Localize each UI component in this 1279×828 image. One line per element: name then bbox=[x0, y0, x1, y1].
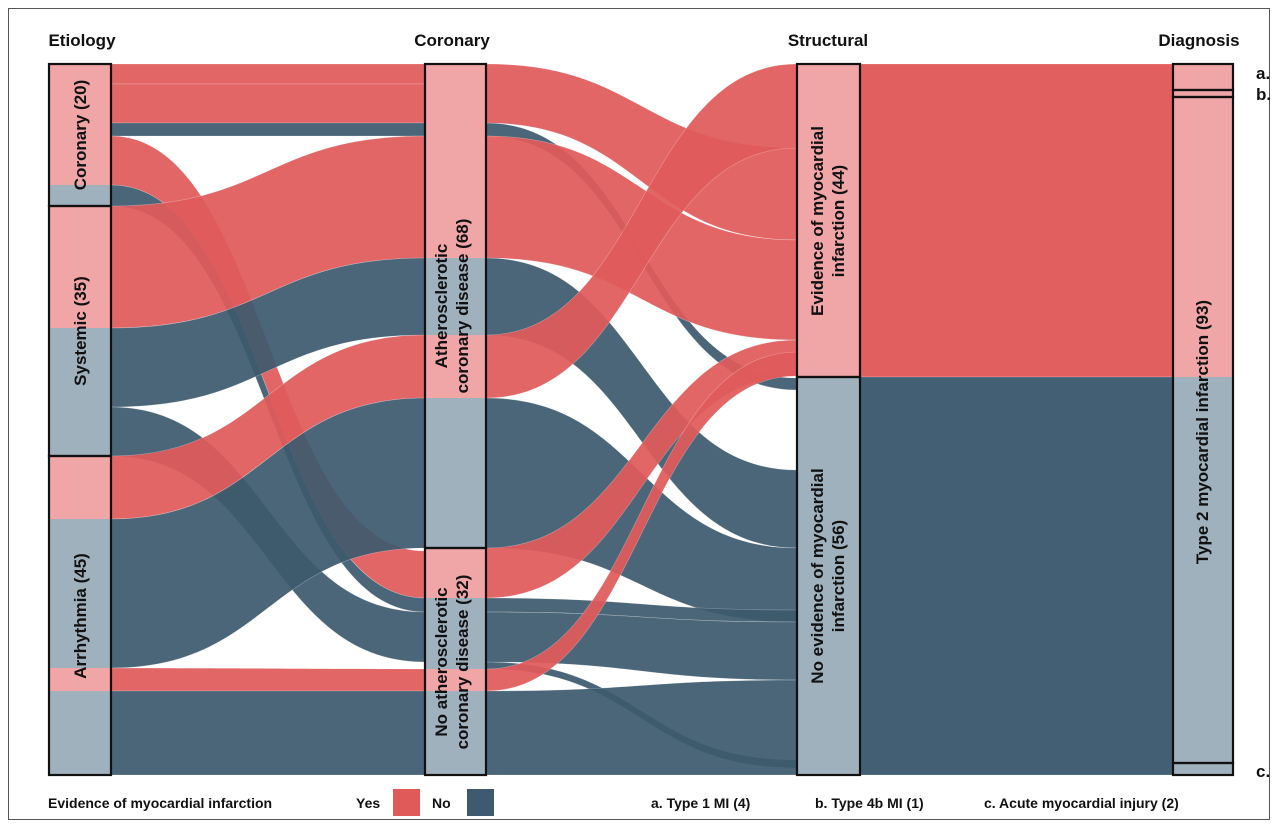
node-acute-injury bbox=[1173, 763, 1233, 775]
legend-a: a. Type 1 MI (4) bbox=[651, 795, 750, 811]
column-header-structural: Structural bbox=[788, 31, 868, 50]
node-noevidence bbox=[797, 377, 860, 775]
node-label-coronary: Coronary (20) bbox=[71, 80, 90, 191]
node-type2-no bbox=[1173, 377, 1233, 763]
node-label-a: a. bbox=[1256, 64, 1270, 83]
node-type2-yes bbox=[1173, 97, 1233, 377]
node-type1 bbox=[1173, 64, 1233, 90]
node-type4b bbox=[1173, 90, 1233, 97]
node-label-noathero-2: coronary disease (32) bbox=[453, 575, 472, 750]
link-arrhythmia-noathero-no bbox=[110, 690, 426, 776]
node-systemic-no bbox=[49, 328, 111, 456]
node-athero-yes-b bbox=[425, 335, 486, 398]
link-arrhythmia-noathero-yes bbox=[110, 667, 426, 692]
node-coronary-no bbox=[49, 185, 111, 206]
node-arrhythmia-no-b bbox=[49, 691, 111, 775]
node-label-noathero-1: No atherosclerotic bbox=[432, 587, 451, 736]
node-label-evidence-1: Evidence of myocardial bbox=[808, 126, 827, 316]
node-noathero-yes bbox=[425, 548, 486, 598]
column-header-etiology: Etiology bbox=[48, 31, 116, 50]
legend-yes-swatch bbox=[393, 789, 420, 816]
node-label-evidence-2: infarction (44) bbox=[829, 165, 848, 277]
flow-links bbox=[110, 63, 1174, 776]
node-label-noevidence-1: No evidence of myocardial bbox=[808, 468, 827, 683]
link-noathero-noevid-no-d bbox=[485, 679, 798, 776]
node-label-c: c. bbox=[1256, 762, 1270, 781]
node-noevidence-outline bbox=[795, 375, 862, 777]
node-coronary-yes bbox=[49, 64, 111, 185]
column-header-coronary: Coronary bbox=[414, 31, 490, 50]
node-label-athero-1: Atherosclerotic bbox=[432, 244, 451, 369]
node-arrhythmia-no bbox=[49, 519, 111, 668]
node-label-arrhythmia: Arrhythmia (45) bbox=[71, 553, 90, 679]
node-noathero-yes-b bbox=[425, 669, 486, 691]
node-arrhythmia-yes-b bbox=[49, 668, 111, 691]
link-coronary-athero-yes bbox=[110, 63, 426, 85]
node-athero-yes bbox=[425, 64, 486, 258]
legend-title: Evidence of myocardial infarction bbox=[48, 795, 272, 811]
node-athero-no-b bbox=[425, 398, 486, 548]
node-acute-injury-outline bbox=[1171, 761, 1235, 777]
node-noathero-no bbox=[425, 598, 486, 669]
legend-b: b. Type 4b MI (1) bbox=[815, 795, 924, 811]
link-coronary-athero-yes-b bbox=[110, 83, 426, 124]
node-noathero-no-b bbox=[425, 691, 486, 775]
node-label-systemic: Systemic (35) bbox=[71, 276, 90, 386]
node-label-athero-2: coronary disease (68) bbox=[453, 219, 472, 394]
legend-yes-label: Yes bbox=[356, 795, 380, 811]
node-bars bbox=[47, 62, 1235, 777]
legend-no-swatch bbox=[467, 789, 494, 816]
legend-no-label: No bbox=[432, 795, 451, 811]
node-evidence bbox=[797, 64, 860, 377]
legend-c: c. Acute myocardial injury (2) bbox=[984, 795, 1179, 811]
link-evid-diagnosis bbox=[859, 63, 1174, 378]
node-athero-no bbox=[425, 258, 486, 335]
node-label-b: b. bbox=[1256, 85, 1271, 104]
figure-frame bbox=[8, 8, 1270, 820]
node-label-noevidence-2: infarction (56) bbox=[829, 520, 848, 632]
link-noevid-diagnosis bbox=[859, 376, 1174, 776]
node-label-type2: Type 2 myocardial infarction (93) bbox=[1193, 300, 1212, 564]
link-coronary-athero-no bbox=[110, 122, 426, 137]
node-systemic-yes bbox=[49, 206, 111, 328]
node-arrhythmia-yes bbox=[49, 456, 111, 519]
node-noathero bbox=[423, 546, 488, 777]
column-header-diagnosis: Diagnosis bbox=[1158, 31, 1239, 50]
node-arrhythmia bbox=[47, 454, 113, 777]
